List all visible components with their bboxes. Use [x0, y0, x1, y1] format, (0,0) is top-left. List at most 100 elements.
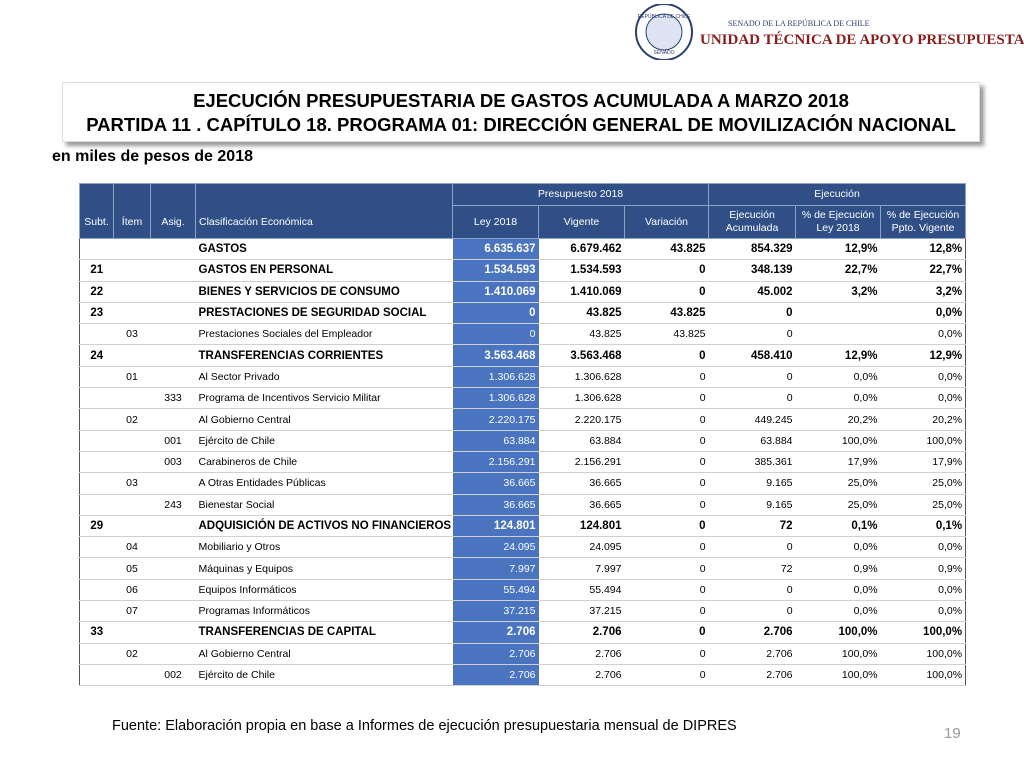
cell	[113, 302, 151, 325]
cell: 0	[624, 536, 709, 559]
title-line: PARTIDA 11 . CAPÍTULO 18. PROGRAMA 01: D…	[86, 114, 956, 135]
cell: 43.825	[624, 238, 709, 261]
title-line: EJECUCIÓN PRESUPUESTARIA DE GASTOS ACUMU…	[193, 90, 849, 111]
seal-inner	[645, 13, 683, 51]
subtitle: en miles de pesos de 2018	[52, 148, 253, 165]
table-row: 04 Mobiliario y Otros 24.095 24.095 0 0 0,0% 0,…	[79, 536, 966, 559]
org-name: SENADO DE LA REPÚBLICA DE CHILE	[728, 18, 870, 28]
cell: 0,0%	[880, 302, 966, 325]
cell: 449.245	[708, 408, 796, 431]
cell: 12,9%	[795, 344, 881, 367]
cell: 0	[708, 579, 796, 602]
cell	[79, 366, 114, 389]
cell: 0	[708, 302, 796, 325]
cell: 001	[150, 430, 196, 452]
table-row: 243 Bienestar Social 36.665 36.665 0 9.165 25,…	[79, 494, 966, 516]
cell	[150, 643, 196, 665]
table-row: 29 ADQUISICIÓN DE ACTIVOS NO FINANCIEROS 1…	[79, 515, 966, 538]
cell: 0,0%	[795, 366, 881, 389]
cell: 0,0%	[880, 387, 966, 410]
header-cell: Clasificación Económica	[195, 183, 453, 239]
cell: 03	[113, 472, 151, 495]
cell: 2.706	[452, 621, 539, 644]
cell: 100,0%	[880, 643, 966, 665]
cell: 2.706	[538, 664, 625, 687]
cell: 12,9%	[795, 238, 881, 261]
cell: TRANSFERENCIAS CORRIENTES	[195, 344, 453, 367]
cell: 0	[708, 323, 796, 346]
cell: 04	[113, 536, 151, 559]
cell: 0	[624, 451, 709, 474]
cell: 0,9%	[880, 557, 966, 580]
unit-name: UNIDAD TÉCNICA DE APOYO PRESUPUESTARIO	[700, 31, 1024, 48]
table-row: 02 Al Gobierno Central 2.220.175 2.220.175 0…	[79, 408, 966, 431]
cell: 385.361	[708, 451, 796, 474]
cell: Programas Informáticos	[195, 600, 453, 623]
title-box: EJECUCIÓN PRESUPUESTARIA DE GASTOS ACUMU…	[62, 82, 980, 142]
table-row: GASTOS 6.635.637 6.679.462 43.825 854.329 12,…	[79, 238, 966, 261]
cell: 002	[150, 664, 196, 687]
cell: 2.156.291	[538, 451, 625, 474]
budget-table: Subt. Ítem Asig. Clasificación Económica…	[79, 183, 967, 687]
cell	[113, 238, 151, 261]
cell: 0	[624, 600, 709, 623]
table-row: 001 Ejército de Chile 63.884 63.884 0 63.884 1…	[79, 430, 966, 452]
table-row: 33 TRANSFERENCIAS DE CAPITAL 2.706 2.706 0 2.…	[79, 621, 966, 644]
cell	[150, 344, 196, 367]
cell: 100,0%	[795, 621, 881, 644]
cell	[113, 387, 151, 410]
cell: 24.095	[452, 536, 539, 559]
cell: GASTOS	[195, 238, 453, 261]
cell: 0	[624, 366, 709, 389]
header-cell: Variación	[623, 205, 710, 239]
cell: 2.706	[708, 621, 796, 644]
cell: 01	[113, 366, 151, 389]
header-cell: % de Ejecución Ley 2018	[795, 205, 882, 239]
cell	[150, 259, 196, 282]
cell: PRESTACIONES DE SEGURIDAD SOCIAL	[195, 302, 453, 325]
cell: 0,9%	[795, 557, 881, 580]
cell: 21	[79, 259, 114, 282]
cell: 100,0%	[795, 643, 881, 665]
cell	[113, 281, 151, 303]
cell	[113, 621, 151, 644]
cell: Al Gobierno Central	[195, 643, 453, 665]
cell: TRANSFERENCIAS DE CAPITAL	[195, 621, 453, 644]
cell: 03	[113, 323, 151, 346]
cell: 24.095	[538, 536, 625, 559]
group-header: Presupuesto 2018	[451, 183, 710, 206]
cell	[79, 664, 114, 687]
cell: 0	[624, 281, 709, 303]
cell: 1.306.628	[452, 387, 539, 410]
cell: 06	[113, 579, 151, 602]
cell	[79, 472, 114, 495]
cell: 02	[113, 643, 151, 665]
cell: 854.329	[708, 238, 796, 261]
cell: Máquinas y Equipos	[195, 557, 453, 580]
cell: 100,0%	[880, 430, 966, 452]
cell: 0	[708, 600, 796, 623]
cell: 43.825	[538, 323, 625, 346]
cell: Programa de Incentivos Servicio Militar	[195, 387, 453, 410]
cell: 3,2%	[880, 281, 966, 303]
cell: 20,2%	[795, 408, 881, 431]
cell: 55.494	[452, 579, 539, 602]
cell: 25,0%	[880, 494, 966, 516]
cell	[79, 451, 114, 474]
cell	[79, 238, 114, 261]
cell: 3,2%	[795, 281, 881, 303]
cell	[113, 451, 151, 474]
cell	[150, 536, 196, 559]
cell: 36.665	[452, 472, 539, 495]
cell: 0,1%	[795, 515, 881, 538]
cell: 124.801	[452, 515, 539, 538]
cell: 2.706	[708, 664, 796, 687]
cell: 0	[624, 472, 709, 495]
cell: 0,0%	[880, 366, 966, 389]
cell	[79, 408, 114, 431]
cell: Ejército de Chile	[195, 664, 453, 687]
table-row: 02 Al Gobierno Central 2.706 2.706 0 2.706 100…	[79, 643, 966, 665]
table-row: 21 GASTOS EN PERSONAL 1.534.593 1.534.593 0 3…	[79, 259, 966, 282]
cell: 37.215	[452, 600, 539, 623]
cell: Mobiliario y Otros	[195, 536, 453, 559]
